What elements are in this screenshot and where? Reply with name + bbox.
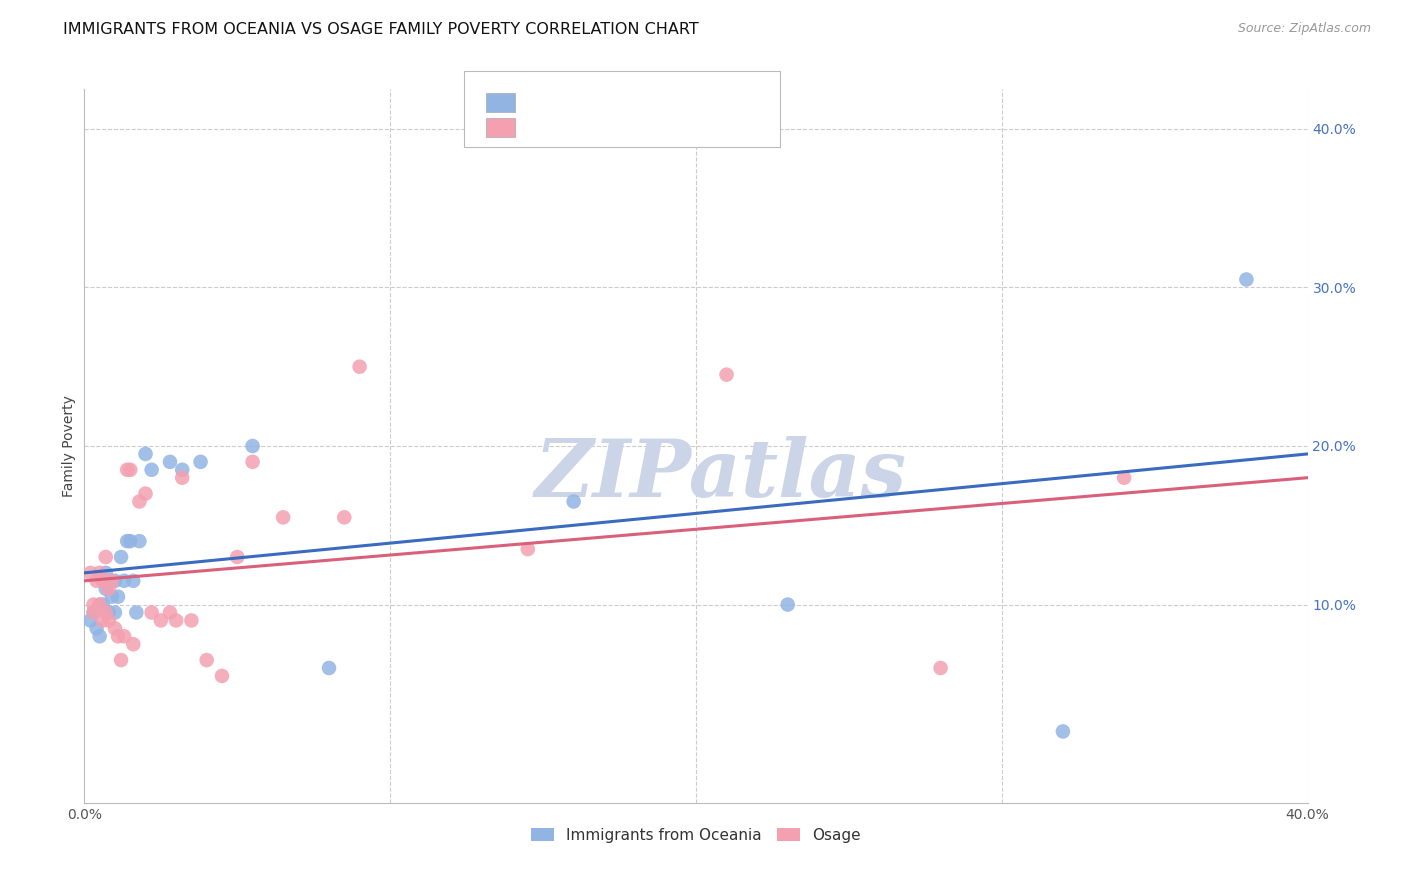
Point xyxy=(89,566,111,580)
Point xyxy=(333,510,356,524)
Point xyxy=(83,598,105,612)
Text: R = 0.233   N = 39: R = 0.233 N = 39 xyxy=(524,121,669,136)
Point xyxy=(89,598,111,612)
Point xyxy=(271,510,294,524)
Text: R = 0.223   N = 31: R = 0.223 N = 31 xyxy=(524,96,669,112)
Point xyxy=(211,669,233,683)
Point xyxy=(776,598,799,612)
Point xyxy=(128,494,150,508)
Point xyxy=(115,463,138,477)
Point xyxy=(91,574,114,588)
Point xyxy=(159,455,181,469)
Point xyxy=(91,614,114,628)
Point xyxy=(226,549,249,564)
Point xyxy=(101,590,124,604)
Point xyxy=(242,439,264,453)
Point xyxy=(83,606,105,620)
Point xyxy=(107,590,129,604)
Point xyxy=(172,471,194,485)
Point xyxy=(110,549,132,564)
Point xyxy=(1114,471,1136,485)
Point xyxy=(120,534,142,549)
Point xyxy=(135,486,157,500)
Point xyxy=(94,549,117,564)
Point xyxy=(94,566,117,580)
Point xyxy=(107,629,129,643)
Point xyxy=(120,463,142,477)
Point xyxy=(172,463,194,477)
Point xyxy=(79,566,101,580)
Point xyxy=(104,574,127,588)
Point xyxy=(89,629,111,643)
Point xyxy=(128,534,150,549)
Point xyxy=(122,574,145,588)
Point xyxy=(122,637,145,651)
Point xyxy=(86,574,108,588)
Point xyxy=(141,463,163,477)
Point xyxy=(180,614,202,628)
Point xyxy=(242,455,264,469)
Point xyxy=(165,614,187,628)
Point xyxy=(112,629,135,643)
Point xyxy=(349,359,371,374)
Point xyxy=(97,614,120,628)
Point xyxy=(1236,272,1258,286)
Point xyxy=(97,582,120,596)
Point xyxy=(135,447,157,461)
Point xyxy=(929,661,952,675)
Point xyxy=(115,534,138,549)
Point xyxy=(97,606,120,620)
Point xyxy=(94,582,117,596)
Point xyxy=(159,606,181,620)
Point xyxy=(83,606,105,620)
Point xyxy=(104,621,127,635)
Point xyxy=(716,368,738,382)
Point xyxy=(516,542,538,557)
Point xyxy=(112,574,135,588)
Point xyxy=(94,606,117,620)
Point xyxy=(91,598,114,612)
Point xyxy=(86,621,108,635)
Legend: Immigrants from Oceania, Osage: Immigrants from Oceania, Osage xyxy=(524,822,868,848)
Point xyxy=(562,494,585,508)
Point xyxy=(190,455,212,469)
Point xyxy=(149,614,172,628)
Point xyxy=(195,653,218,667)
Point xyxy=(89,598,111,612)
Text: IMMIGRANTS FROM OCEANIA VS OSAGE FAMILY POVERTY CORRELATION CHART: IMMIGRANTS FROM OCEANIA VS OSAGE FAMILY … xyxy=(63,22,699,37)
Y-axis label: Family Poverty: Family Poverty xyxy=(62,395,76,497)
Point xyxy=(141,606,163,620)
Point xyxy=(1052,724,1074,739)
Point xyxy=(101,574,124,588)
Point xyxy=(318,661,340,675)
Text: ZIPatlas: ZIPatlas xyxy=(534,436,907,513)
Text: Source: ZipAtlas.com: Source: ZipAtlas.com xyxy=(1237,22,1371,36)
Point xyxy=(104,606,127,620)
Point xyxy=(110,653,132,667)
Point xyxy=(125,606,148,620)
Point xyxy=(79,614,101,628)
